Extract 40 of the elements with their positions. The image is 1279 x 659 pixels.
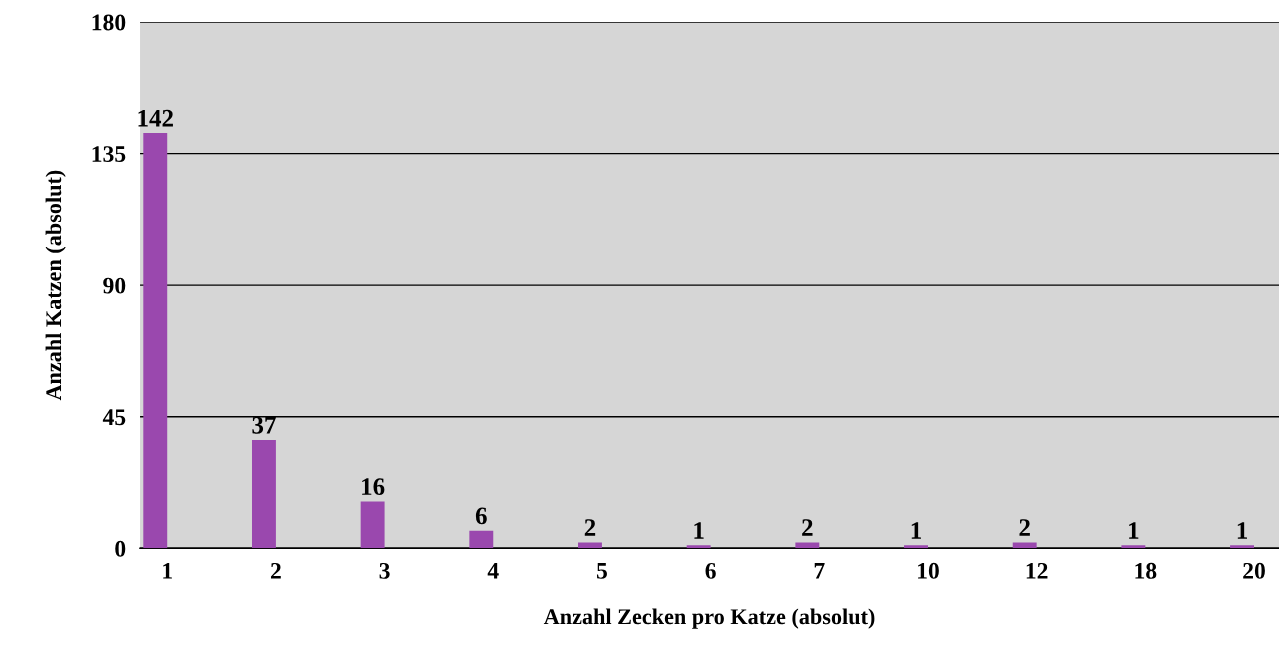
x-tick-label: 18 — [1135, 562, 1157, 579]
y-tick-label: 0 — [115, 540, 126, 557]
y-axis-title: Anzahl Katzen (absolut) — [45, 170, 66, 401]
bar — [1121, 545, 1146, 549]
bar — [1012, 542, 1037, 549]
x-tick-label: 6 — [705, 562, 716, 579]
x-axis-title: Anzahl Zecken pro Katze (absolut) — [543, 608, 875, 629]
bar — [1230, 545, 1254, 549]
bar — [143, 133, 168, 549]
data-label: 2 — [584, 519, 596, 536]
bar — [686, 545, 711, 549]
y-tick-label: 90 — [103, 277, 126, 294]
bar — [578, 542, 602, 549]
x-tick-label: 2 — [270, 562, 281, 579]
x-tick-label: 4 — [487, 563, 499, 579]
y-tick-label: 135 — [92, 146, 126, 162]
data-label: 1 — [911, 522, 921, 539]
data-label: 6 — [475, 507, 487, 525]
data-label: 1 — [1237, 522, 1248, 539]
data-label: 37 — [252, 416, 276, 434]
x-tick-label: 10 — [918, 562, 939, 579]
y-tick-label: 180 — [92, 14, 126, 31]
data-label: 2 — [1019, 519, 1030, 536]
x-tick-label: 3 — [379, 562, 390, 579]
bar — [360, 501, 385, 549]
y-tick-label: 45 — [102, 409, 126, 426]
bar — [469, 530, 494, 549]
bar — [795, 542, 820, 549]
x-tick-label: 7 — [814, 563, 825, 579]
data-label: 1 — [694, 522, 704, 539]
bar — [904, 545, 928, 549]
data-label: 142 — [138, 109, 173, 127]
x-tick-label: 5 — [596, 563, 607, 579]
data-label: 1 — [1129, 522, 1139, 539]
data-label: 16 — [362, 478, 385, 496]
x-tick-label: 20 — [1243, 562, 1265, 579]
data-label: 2 — [802, 519, 813, 536]
x-tick-label: 12 — [1026, 562, 1048, 579]
bar — [251, 440, 276, 549]
x-tick-label: 1 — [163, 562, 172, 579]
